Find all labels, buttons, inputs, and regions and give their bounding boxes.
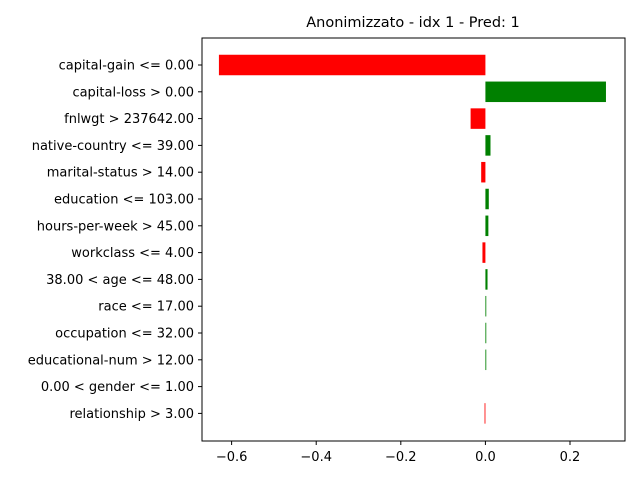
x-tick-label: 0.0	[475, 450, 496, 465]
y-tick-label: 38.00 < age <= 48.00	[46, 273, 194, 288]
y-tick-label: educational-num > 12.00	[28, 353, 194, 368]
bar-6	[485, 215, 489, 237]
bar-8	[485, 269, 488, 290]
bar-9	[485, 295, 487, 317]
bar-5	[485, 188, 489, 210]
y-tick-label: native-country <= 39.00	[32, 139, 194, 154]
y-tick-label: occupation <= 32.00	[55, 327, 194, 342]
bar-1	[485, 81, 606, 103]
bar-3	[485, 135, 491, 156]
y-tick-label: capital-loss > 0.00	[72, 85, 194, 100]
y-tick-label: marital-status > 14.00	[47, 166, 194, 181]
bar-2	[470, 108, 486, 129]
bar-11	[485, 349, 487, 371]
bar-7	[482, 242, 486, 263]
y-tick-label: workclass <= 4.00	[71, 246, 194, 261]
bars-group	[218, 54, 606, 424]
y-axis-ticks: capital-gain <= 0.00 capital-loss > 0.00 f…	[28, 59, 202, 422]
bar-4	[481, 161, 486, 183]
y-tick-label: education <= 103.00	[54, 193, 194, 208]
y-tick-label: fnlwgt > 237642.00	[64, 112, 194, 127]
x-tick-label: 0.2	[560, 450, 581, 465]
bar-10	[485, 322, 487, 344]
chart-title: Anonimizzato - idx 1 - Pred: 1	[306, 15, 520, 31]
y-tick-label: capital-gain <= 0.00	[59, 59, 194, 74]
x-tick-label: −0.4	[300, 450, 332, 465]
x-tick-label: −0.6	[216, 450, 248, 465]
y-tick-label: 0.00 < gender <= 1.00	[41, 380, 194, 395]
bar-0	[218, 54, 486, 76]
bar-13	[484, 403, 486, 424]
y-tick-label: race <= 17.00	[98, 300, 194, 315]
x-tick-label: −0.2	[385, 450, 417, 465]
x-axis-ticks: −0.6 −0.4 −0.2 0.0 0.2	[216, 441, 581, 465]
y-tick-label: relationship > 3.00	[69, 407, 194, 422]
y-tick-label: hours-per-week > 45.00	[37, 219, 194, 234]
plot-area-frame	[201, 37, 626, 442]
